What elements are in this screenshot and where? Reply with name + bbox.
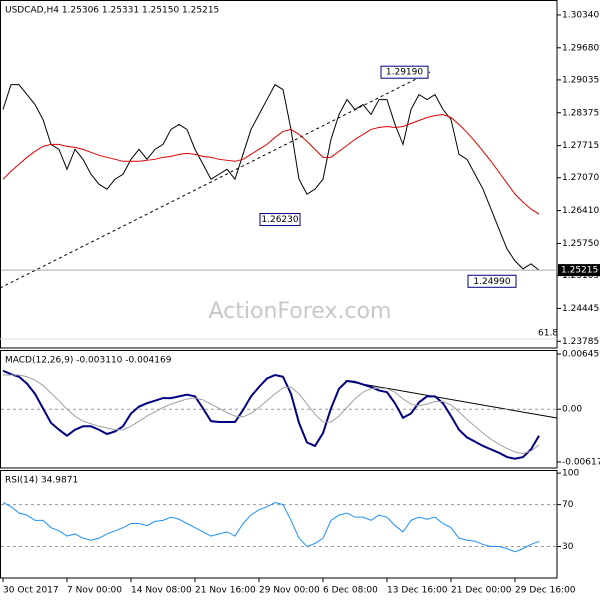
y-tick-label: 100 <box>562 469 579 479</box>
annotation-label: 1.29190 <box>386 68 423 78</box>
series-line <box>3 374 540 455</box>
price-pane <box>0 0 558 349</box>
rsi-pane <box>0 470 558 579</box>
macd-trend-line <box>344 380 558 419</box>
y-tick-label: 1.24445 <box>562 304 599 314</box>
x-tick-label: 29 Nov 00:00 <box>259 586 320 596</box>
x-tick-label: 13 Dec 16:00 <box>387 586 448 596</box>
y-tick-label: 0.00 <box>562 405 582 415</box>
x-tick-label: 21 Dec 00:00 <box>451 586 512 596</box>
series-line <box>2 83 540 271</box>
y-tick-label: 1.30340 <box>562 10 599 20</box>
y-tick-label: 1.27070 <box>562 173 599 183</box>
y-tick-label: 30 <box>562 542 574 552</box>
watermark: ActionForex.com <box>209 299 392 324</box>
y-tick-label: 1.25750 <box>562 239 599 249</box>
x-tick-label: 30 Oct 2017 <box>3 586 59 596</box>
last-price-box <box>558 264 600 277</box>
y-tick-label: 1.29035 <box>562 75 599 85</box>
x-tick-label: 6 Dec 08:00 <box>323 586 378 596</box>
y-tick-label: 1.23785 <box>562 337 599 347</box>
y-tick-label: -0.006174 <box>562 457 600 467</box>
x-tick-label: 21 Nov 16:00 <box>195 586 256 596</box>
y-tick-label: 1.27715 <box>562 141 599 151</box>
x-tick-label: 7 Nov 00:00 <box>67 586 122 596</box>
last-price-label: 1.25215 <box>561 266 598 276</box>
annotation-box <box>259 213 301 227</box>
series-line <box>2 369 540 460</box>
pane-title: RSI(14) 34.9871 <box>5 476 78 486</box>
pane-title: MACD(12,26,9) -0.003110 -0.004169 <box>5 356 172 366</box>
fib-label: 61.8 <box>538 329 558 339</box>
pane-title: USDCAD,H4 1.25306 1.25331 1.25150 1.2521… <box>5 6 219 16</box>
y-tick-label: 1.28375 <box>562 108 599 118</box>
annotation-label: 1.26230 <box>261 215 298 225</box>
y-tick-label: 1.29680 <box>562 43 599 53</box>
series-line <box>2 113 540 215</box>
annotation-box <box>467 274 517 288</box>
x-tick-label: 29 Dec 16:00 <box>515 586 576 596</box>
x-tick-label: 14 Nov 08:00 <box>131 586 192 596</box>
annotation-label: 1.24990 <box>473 277 510 287</box>
series-line <box>2 501 540 553</box>
y-tick-label: 70 <box>562 500 574 510</box>
trend-line <box>0 71 431 289</box>
annotation-box <box>380 65 429 79</box>
y-tick-label: 1.26410 <box>562 206 599 216</box>
y-tick-label: 0.006459 <box>562 350 600 360</box>
